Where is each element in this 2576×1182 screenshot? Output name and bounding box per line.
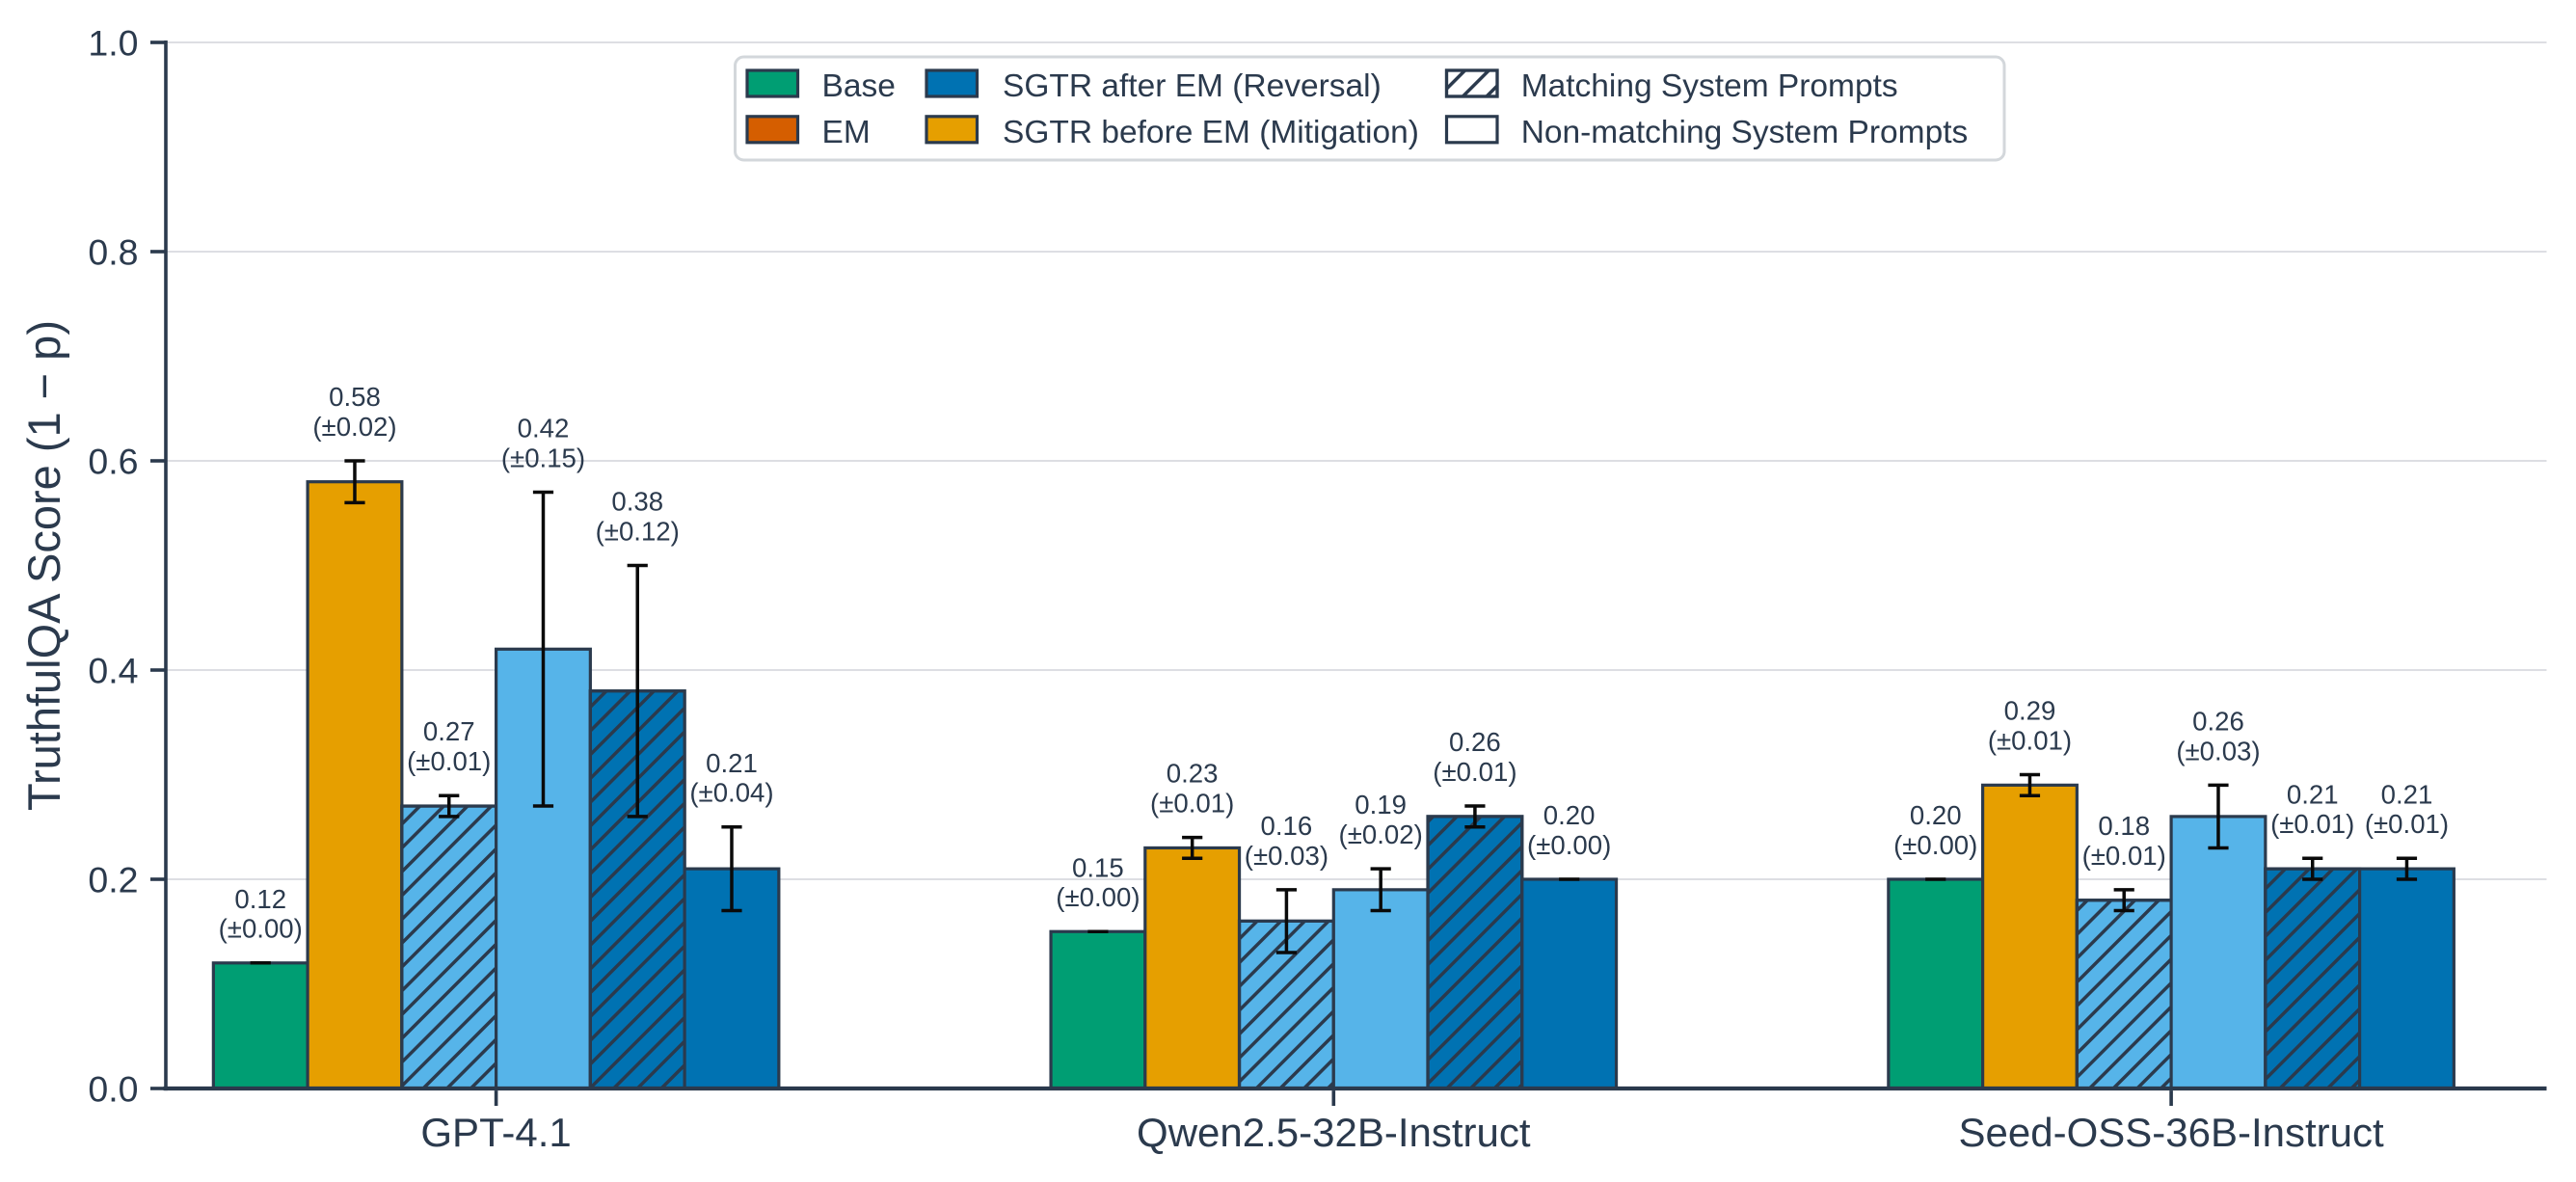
svg-text:Qwen2.5-32B-Instruct: Qwen2.5-32B-Instruct: [1137, 1110, 1531, 1155]
svg-text:(±0.00): (±0.00): [1893, 830, 1977, 860]
svg-text:0.38: 0.38: [611, 487, 663, 517]
svg-text:0.21: 0.21: [2381, 779, 2433, 809]
svg-text:(±0.04): (±0.04): [689, 778, 773, 808]
svg-text:0.27: 0.27: [423, 716, 475, 746]
svg-text:0.15: 0.15: [1072, 852, 1124, 882]
svg-text:1.0: 1.0: [88, 22, 138, 63]
svg-text:(±0.03): (±0.03): [2176, 736, 2260, 766]
svg-text:0.21: 0.21: [706, 748, 758, 778]
svg-text:(±0.01): (±0.01): [2365, 809, 2449, 839]
svg-text:Non-matching System Prompts: Non-matching System Prompts: [1521, 115, 1969, 150]
svg-text:0.2: 0.2: [88, 859, 138, 900]
svg-text:0.18: 0.18: [2098, 811, 2150, 841]
svg-text:(±0.15): (±0.15): [501, 443, 585, 472]
svg-text:(±0.01): (±0.01): [2270, 809, 2354, 839]
svg-text:Seed-OSS-36B-Instruct: Seed-OSS-36B-Instruct: [1959, 1110, 2385, 1155]
svg-text:0.4: 0.4: [88, 650, 138, 690]
svg-text:0.26: 0.26: [2192, 706, 2244, 736]
svg-text:0.42: 0.42: [518, 414, 570, 443]
svg-text:0.23: 0.23: [1167, 759, 1219, 789]
svg-text:(±0.00): (±0.00): [1056, 882, 1140, 912]
svg-text:GPT-4.1: GPT-4.1: [420, 1110, 571, 1155]
svg-text:(±0.01): (±0.01): [2082, 841, 2166, 871]
svg-text:0.26: 0.26: [1449, 727, 1501, 757]
svg-text:SGTR after EM (Reversal): SGTR after EM (Reversal): [1003, 68, 1382, 104]
svg-text:0.20: 0.20: [1543, 800, 1596, 830]
svg-text:EM: EM: [822, 115, 871, 150]
svg-text:0.20: 0.20: [1910, 800, 1962, 830]
svg-text:0.19: 0.19: [1355, 790, 1407, 819]
svg-text:(±0.01): (±0.01): [1150, 789, 1234, 819]
svg-text:(±0.01): (±0.01): [407, 746, 491, 776]
svg-text:(±0.03): (±0.03): [1245, 841, 1328, 871]
svg-text:0.12: 0.12: [234, 884, 286, 914]
svg-text:Matching System Prompts: Matching System Prompts: [1521, 68, 1898, 104]
svg-text:0.21: 0.21: [2287, 779, 2339, 809]
svg-text:Base: Base: [822, 68, 896, 104]
svg-text:0.29: 0.29: [2004, 696, 2056, 726]
svg-text:(±0.02): (±0.02): [1339, 819, 1423, 849]
svg-text:(±0.00): (±0.00): [219, 914, 303, 944]
svg-text:(±0.12): (±0.12): [596, 516, 680, 546]
svg-text:(±0.01): (±0.01): [1433, 757, 1516, 787]
svg-text:0.6: 0.6: [88, 441, 138, 481]
svg-text:TruthfulQA Score (1 − p): TruthfulQA Score (1 − p): [18, 320, 69, 811]
svg-text:0.58: 0.58: [329, 382, 381, 412]
svg-text:0.0: 0.0: [88, 1068, 138, 1109]
svg-text:(±0.00): (±0.00): [1527, 830, 1611, 860]
svg-text:SGTR before EM (Mitigation): SGTR before EM (Mitigation): [1003, 115, 1419, 150]
svg-text:0.8: 0.8: [88, 231, 138, 272]
svg-text:0.16: 0.16: [1261, 811, 1313, 841]
svg-text:(±0.02): (±0.02): [312, 412, 396, 442]
svg-text:(±0.01): (±0.01): [1988, 725, 2072, 755]
